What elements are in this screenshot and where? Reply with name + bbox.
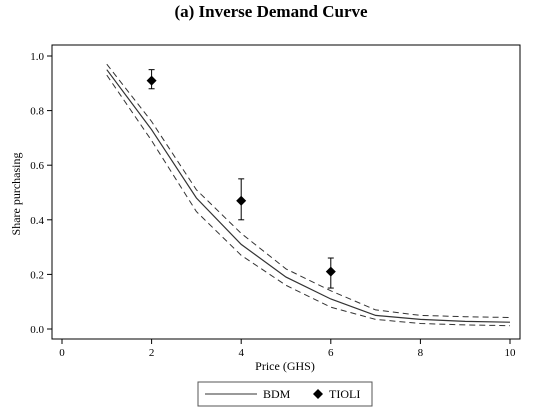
tioli-point xyxy=(146,75,157,86)
x-tick-label: 4 xyxy=(238,347,244,359)
x-tick-label: 10 xyxy=(505,347,517,359)
bdm-ci-upper-line xyxy=(106,63,511,318)
bdm-line xyxy=(106,69,511,323)
y-tick-label: 0.2 xyxy=(30,269,44,281)
tioli-point xyxy=(236,195,247,206)
chart-legend: BDM TIOLI xyxy=(197,381,373,407)
bdm-ci-lower-line xyxy=(106,74,511,327)
tioli-point xyxy=(325,266,336,277)
y-tick-label: 0.8 xyxy=(30,106,44,118)
chart-title: (a) Inverse Demand Curve xyxy=(174,2,368,21)
legend-label-tioli: TIOLI xyxy=(329,387,360,401)
x-tick-label: 2 xyxy=(149,347,155,359)
x-tick-label: 0 xyxy=(59,347,65,359)
legend-tioli-marker xyxy=(313,389,323,399)
legend-label-bdm: BDM xyxy=(263,387,291,401)
x-tick-label: 6 xyxy=(328,347,334,359)
x-axis-label: Price (GHS) xyxy=(255,359,315,373)
x-tick-label: 8 xyxy=(418,347,424,359)
y-tick-label: 0.4 xyxy=(30,215,44,227)
y-axis-label: Share purchasing xyxy=(9,153,23,236)
plot-frame xyxy=(51,44,521,340)
y-tick-label: 0.6 xyxy=(30,160,44,172)
y-tick-label: 0.0 xyxy=(30,324,44,336)
y-tick-label: 1.0 xyxy=(30,51,44,63)
